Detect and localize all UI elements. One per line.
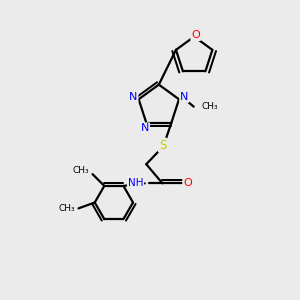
Text: S: S (159, 139, 166, 152)
Text: NH: NH (128, 178, 143, 188)
Text: N: N (129, 92, 138, 102)
Text: O: O (191, 30, 200, 40)
Text: N: N (141, 123, 149, 133)
Text: CH₃: CH₃ (58, 204, 75, 213)
Text: CH₃: CH₃ (72, 166, 89, 175)
Text: CH₃: CH₃ (202, 102, 218, 111)
Text: O: O (183, 178, 192, 188)
Text: N: N (180, 92, 188, 102)
